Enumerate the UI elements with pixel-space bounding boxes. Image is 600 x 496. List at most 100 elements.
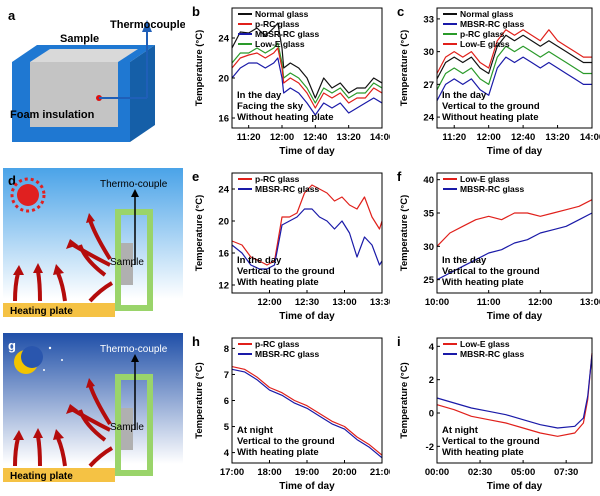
arrow-up-icon	[142, 20, 152, 32]
legend-label: Normal glass	[460, 9, 514, 19]
annotation-text: Facing the sky	[237, 101, 304, 112]
chart-c: c 11:20 12:00 12:40 13:20 14:00 24 27 30 33 Time o…	[397, 4, 600, 157]
sample-box	[30, 62, 118, 127]
x-tick-label: 13:30	[370, 297, 390, 308]
legend-label: MBSR-RC glass	[255, 29, 320, 39]
y-tick-label: 8	[224, 344, 229, 355]
sample-glass	[121, 408, 133, 450]
y-tick-label: 27	[423, 80, 434, 91]
plot-frame	[231, 7, 383, 129]
foam-frame	[115, 209, 153, 311]
legend-label: MBSR-RC glass	[255, 349, 320, 359]
legend-label: p-RC glass	[255, 174, 300, 184]
x-tick-label: 11:00	[477, 297, 501, 308]
series-line-2	[231, 47, 383, 109]
arrow-up-icon	[131, 354, 139, 362]
x-axis-label: Time of day	[279, 311, 335, 322]
y-axis-label: Temperature (°C)	[399, 195, 410, 271]
x-tick-label: 18:00	[257, 467, 281, 478]
series-line-1	[436, 354, 593, 429]
annotation-text: With heating plate	[237, 277, 319, 288]
panel-label-e: e	[192, 169, 199, 184]
legend-label: Low-E glass	[460, 39, 510, 49]
x-axis-label: Time of day	[279, 481, 335, 492]
legend-label: p-RC glass	[460, 29, 505, 39]
annotation-text: With heating plate	[237, 447, 319, 458]
annotation-text: Without heating plate	[442, 112, 539, 123]
series-line-0	[436, 199, 593, 247]
series-line-0	[231, 366, 383, 456]
heating-plate-label: Heating plate	[10, 306, 73, 317]
annotation-text: Vertical to the ground	[237, 266, 335, 277]
x-tick-label: 12:00	[477, 132, 501, 143]
series-line-1	[231, 368, 383, 459]
panel-label-g: g	[8, 338, 16, 353]
foam-frame	[115, 374, 153, 476]
x-tick-label: 21:00	[370, 467, 390, 478]
legend-label: MBSR-RC glass	[460, 349, 525, 359]
sample-top	[30, 49, 138, 62]
heating-plate	[3, 303, 115, 317]
legend-label: MBSR-RC glass	[460, 19, 525, 29]
schematic-g: g Thermo-couple Sample Heating plate	[3, 333, 183, 487]
y-tick-label: 7	[224, 370, 229, 381]
y-tick-label: 30	[423, 47, 434, 58]
legend-label: Low-E glass	[255, 39, 305, 49]
series-line-0	[231, 22, 383, 99]
plot-frame	[436, 337, 593, 464]
y-tick-label: 4	[224, 448, 230, 459]
series-line-1	[436, 34, 592, 80]
y-tick-label: 16	[218, 114, 229, 125]
x-tick-label: 05:00	[511, 467, 535, 478]
y-tick-label: 12	[218, 281, 229, 292]
sample-label: Sample	[110, 422, 144, 433]
y-tick-label: 35	[423, 209, 434, 220]
series-line-2	[436, 45, 592, 91]
x-tick-label: 12:00	[270, 132, 294, 143]
x-tick-label: 13:00	[580, 297, 600, 308]
annotation-text: Vertical to the ground	[237, 436, 335, 447]
legend-label: MBSR-RC glass	[460, 184, 525, 194]
x-tick-label: 13:20	[545, 132, 569, 143]
heating-plate	[3, 468, 115, 482]
series-line-0	[436, 29, 592, 74]
x-tick-label: 12:40	[511, 132, 535, 143]
panel-label-h: h	[192, 334, 200, 349]
x-tick-label: 10:00	[425, 297, 449, 308]
x-axis-label: Time of day	[487, 146, 543, 157]
y-tick-label: 20	[218, 217, 229, 228]
y-tick-label: 6	[224, 396, 229, 407]
series-line-3	[436, 56, 592, 101]
x-tick-label: 13:20	[337, 132, 361, 143]
legend-label: MBSR-RC glass	[255, 184, 320, 194]
plot-frame	[436, 7, 593, 129]
moon-icon	[14, 346, 43, 374]
x-tick-label: 11:20	[442, 132, 466, 143]
annotation-text: Without heating plate	[237, 112, 334, 123]
annotation-text: At night	[442, 425, 479, 436]
x-tick-label: 07:30	[554, 467, 578, 478]
foam-side	[130, 45, 155, 142]
annotation-text: With heating plate	[442, 277, 524, 288]
series-line-1	[231, 42, 383, 104]
y-axis-label: Temperature (°C)	[194, 362, 205, 438]
series-line-1	[231, 208, 383, 270]
annotation-text: Vertical to the ground	[442, 266, 540, 277]
annotation-text: Vertical to the ground	[442, 436, 540, 447]
y-tick-label: 4	[429, 342, 435, 353]
x-tick-label: 17:00	[220, 467, 244, 478]
series-line-3	[231, 57, 383, 116]
x-tick-label: 14:00	[580, 132, 600, 143]
annotation-text: At night	[237, 425, 274, 436]
x-tick-label: 12:40	[303, 132, 327, 143]
x-tick-label: 20:00	[332, 467, 356, 478]
y-tick-label: 24	[423, 113, 434, 124]
sample-label: Sample	[60, 33, 99, 45]
x-tick-label: 13:00	[332, 297, 356, 308]
y-tick-label: -2	[426, 442, 434, 453]
panel-label-a: a	[8, 8, 16, 23]
stars-icon	[43, 346, 63, 371]
series-line-0	[436, 352, 593, 437]
y-tick-label: 0	[429, 409, 434, 420]
panel-label-f: f	[397, 169, 402, 184]
